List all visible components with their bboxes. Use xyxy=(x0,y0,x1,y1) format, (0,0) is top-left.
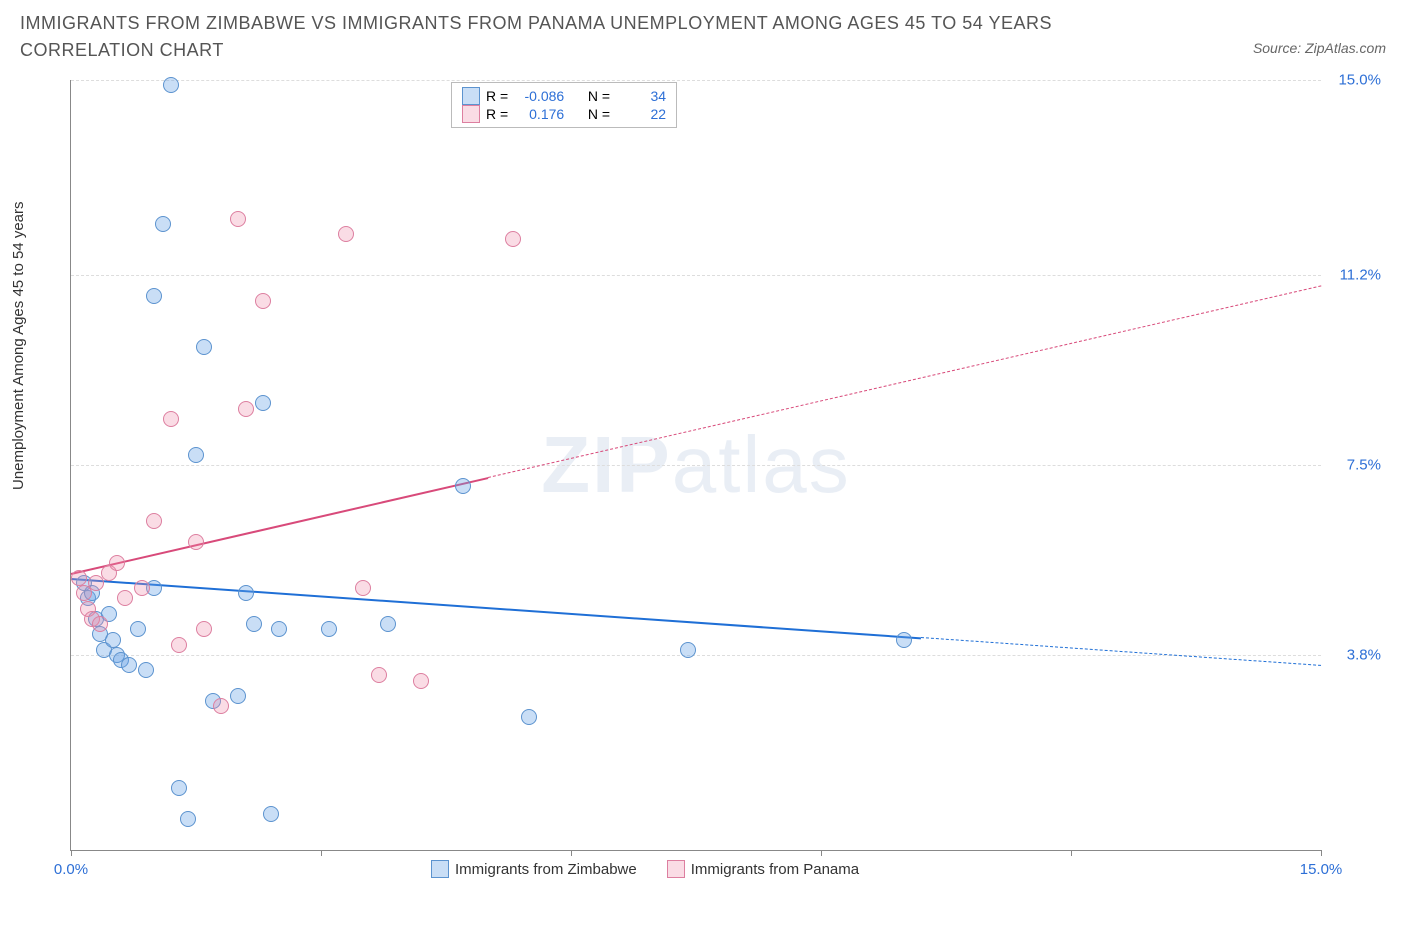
data-point xyxy=(171,637,187,653)
gridline xyxy=(71,275,1321,276)
x-tick-label: 0.0% xyxy=(54,861,88,878)
legend-swatch xyxy=(462,105,480,123)
data-point xyxy=(196,621,212,637)
y-tick-label: 7.5% xyxy=(1326,457,1381,474)
data-point xyxy=(117,590,133,606)
data-point xyxy=(238,585,254,601)
data-point xyxy=(455,478,471,494)
x-tick-mark xyxy=(71,850,72,856)
data-point xyxy=(121,657,137,673)
data-point xyxy=(146,513,162,529)
data-point xyxy=(380,616,396,632)
data-point xyxy=(188,534,204,550)
legend-row: R = 0.176 N = 22 xyxy=(462,105,666,123)
data-point xyxy=(196,339,212,355)
trend-line xyxy=(921,637,1321,666)
data-point xyxy=(138,662,154,678)
y-axis-label: Unemployment Among Ages 45 to 54 years xyxy=(10,201,27,490)
bottom-legend: Immigrants from Zimbabwe Immigrants from … xyxy=(431,860,859,878)
chart-container: Unemployment Among Ages 45 to 54 years Z… xyxy=(20,70,1386,890)
legend-swatch xyxy=(431,860,449,878)
gridline xyxy=(71,655,1321,656)
data-point xyxy=(521,709,537,725)
legend-n-value: 34 xyxy=(616,88,666,104)
x-tick-mark xyxy=(321,850,322,856)
bottom-legend-item: Immigrants from Zimbabwe xyxy=(431,860,637,878)
x-tick-mark xyxy=(571,850,572,856)
bottom-legend-item: Immigrants from Panama xyxy=(667,860,859,878)
data-point xyxy=(355,580,371,596)
data-point xyxy=(230,688,246,704)
data-point xyxy=(92,616,108,632)
data-point xyxy=(188,447,204,463)
data-point xyxy=(321,621,337,637)
stats-legend: R = -0.086 N = 34 R = 0.176 N = 22 xyxy=(451,82,677,128)
legend-r-label: R = xyxy=(486,88,508,104)
legend-swatch xyxy=(462,87,480,105)
gridline xyxy=(71,465,1321,466)
x-tick-mark xyxy=(821,850,822,856)
trend-line xyxy=(488,285,1322,478)
legend-swatch xyxy=(667,860,685,878)
data-point xyxy=(109,555,125,571)
x-tick-mark xyxy=(1071,850,1072,856)
data-point xyxy=(338,226,354,242)
data-point xyxy=(71,570,87,586)
data-point xyxy=(246,616,262,632)
data-point xyxy=(271,621,287,637)
y-tick-label: 3.8% xyxy=(1326,646,1381,663)
legend-series-label: Immigrants from Zimbabwe xyxy=(455,861,637,878)
data-point xyxy=(105,632,121,648)
data-point xyxy=(238,401,254,417)
data-point xyxy=(146,288,162,304)
legend-n-label: N = xyxy=(588,106,610,122)
data-point xyxy=(263,806,279,822)
data-point xyxy=(171,780,187,796)
y-tick-label: 11.2% xyxy=(1326,267,1381,284)
legend-r-label: R = xyxy=(486,106,508,122)
x-tick-label: 15.0% xyxy=(1300,861,1343,878)
y-tick-label: 15.0% xyxy=(1326,72,1381,89)
legend-n-value: 22 xyxy=(616,106,666,122)
legend-series-label: Immigrants from Panama xyxy=(691,861,859,878)
legend-r-value: -0.086 xyxy=(514,88,564,104)
data-point xyxy=(130,621,146,637)
data-point xyxy=(155,216,171,232)
data-point xyxy=(163,411,179,427)
legend-n-label: N = xyxy=(588,88,610,104)
trend-line xyxy=(71,477,488,575)
legend-r-value: 0.176 xyxy=(514,106,564,122)
data-point xyxy=(505,231,521,247)
data-point xyxy=(134,580,150,596)
data-point xyxy=(413,673,429,689)
data-point xyxy=(371,667,387,683)
data-point xyxy=(255,293,271,309)
gridline xyxy=(71,80,1321,81)
legend-row: R = -0.086 N = 34 xyxy=(462,87,666,105)
x-tick-mark xyxy=(1321,850,1322,856)
plot-area: ZIPatlas 3.8%7.5%11.2%15.0%0.0%15.0%R =-… xyxy=(70,80,1321,851)
data-point xyxy=(680,642,696,658)
source-label: Source: ZipAtlas.com xyxy=(1253,40,1386,56)
data-point xyxy=(180,811,196,827)
data-point xyxy=(255,395,271,411)
data-point xyxy=(896,632,912,648)
data-point xyxy=(230,211,246,227)
data-point xyxy=(213,698,229,714)
chart-title: IMMIGRANTS FROM ZIMBABWE VS IMMIGRANTS F… xyxy=(20,10,1120,64)
data-point xyxy=(163,77,179,93)
